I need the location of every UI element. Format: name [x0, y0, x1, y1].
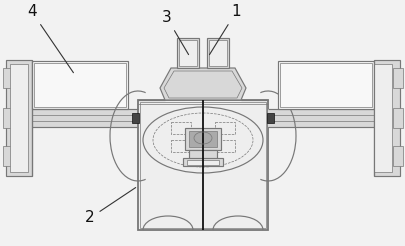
Bar [189, 150, 216, 162]
Bar [266, 113, 273, 123]
Bar [185, 128, 220, 150]
Bar [3, 68, 13, 88]
Bar [171, 140, 190, 152]
Bar [392, 68, 402, 88]
Bar [392, 146, 402, 166]
Bar [138, 100, 267, 230]
Bar [207, 38, 228, 68]
Bar [177, 38, 198, 68]
Bar [179, 40, 196, 66]
Bar [10, 64, 28, 172]
Bar [277, 61, 373, 109]
Bar [140, 102, 265, 228]
Bar [215, 122, 234, 134]
Bar [132, 113, 139, 123]
Bar [32, 109, 138, 127]
Bar [267, 109, 373, 127]
Bar [189, 131, 216, 147]
Bar [3, 146, 13, 166]
Bar [373, 64, 391, 172]
Text: 4: 4 [27, 4, 73, 73]
Text: 2: 2 [85, 187, 135, 226]
Polygon shape [160, 68, 245, 100]
Bar [209, 40, 226, 66]
Text: 3: 3 [162, 11, 188, 55]
Bar [279, 63, 371, 107]
Bar [3, 108, 13, 128]
Bar [32, 61, 128, 109]
Bar [373, 60, 399, 176]
Bar [392, 108, 402, 128]
Bar [171, 122, 190, 134]
Bar [183, 158, 222, 166]
Text: 1: 1 [209, 4, 240, 55]
Bar [6, 60, 32, 176]
Bar [34, 63, 126, 107]
Bar [215, 140, 234, 152]
Bar [187, 160, 218, 165]
